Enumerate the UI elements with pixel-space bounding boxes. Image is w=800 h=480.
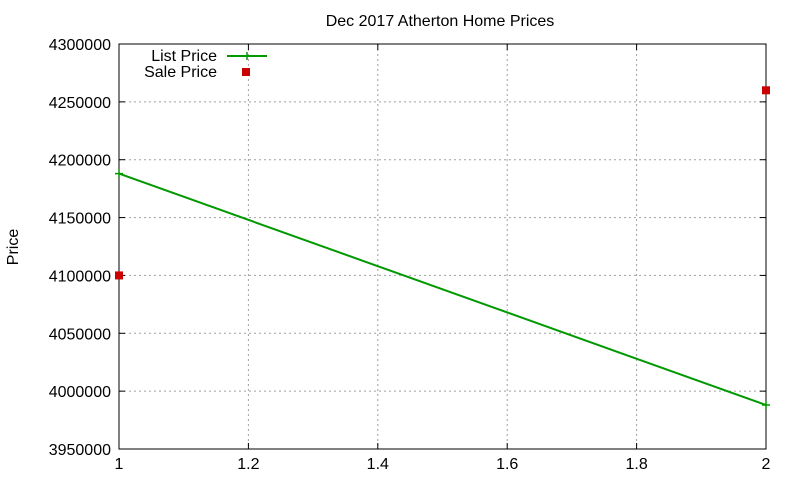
y-tick-label: 4250000 <box>49 95 111 112</box>
sale-price-point <box>115 271 123 280</box>
y-tick-label: 4150000 <box>49 211 111 228</box>
y-tick-label: 4050000 <box>49 326 111 343</box>
y-tick-label: 4300000 <box>49 37 111 54</box>
list-price-point <box>762 401 770 410</box>
y-tick-label: 4000000 <box>49 384 111 401</box>
legend-swatch-cross <box>243 52 251 60</box>
y-tick-label: 4100000 <box>49 268 111 285</box>
sale-price-point <box>762 86 770 95</box>
x-tick-label: 1.6 <box>496 456 518 473</box>
y-tick-label: 3950000 <box>49 442 111 459</box>
x-tick-label: 2 <box>762 456 771 473</box>
legend-label: Sale Price <box>144 64 217 81</box>
x-tick-label: 1.4 <box>367 456 389 473</box>
series-layer <box>115 86 770 410</box>
y-axis-label: Price <box>5 229 22 266</box>
x-tick-label: 1 <box>115 456 124 473</box>
axes: 1 1.2 1.4 1.6 1.8 2 3950000 4000000 4050000 41000… <box>49 37 771 473</box>
legend-swatch-square <box>242 68 250 76</box>
x-tick-label: 1.8 <box>625 456 647 473</box>
plot-border <box>118 43 767 450</box>
chart-title: Dec 2017 Atherton Home Prices <box>326 13 555 30</box>
grid <box>119 44 766 449</box>
x-tick-label: 1.2 <box>237 456 259 473</box>
y-tick-label: 4200000 <box>49 153 111 170</box>
list-price-point <box>115 169 123 178</box>
list-price-line <box>118 172 767 406</box>
legend-label: List Price <box>151 48 217 65</box>
